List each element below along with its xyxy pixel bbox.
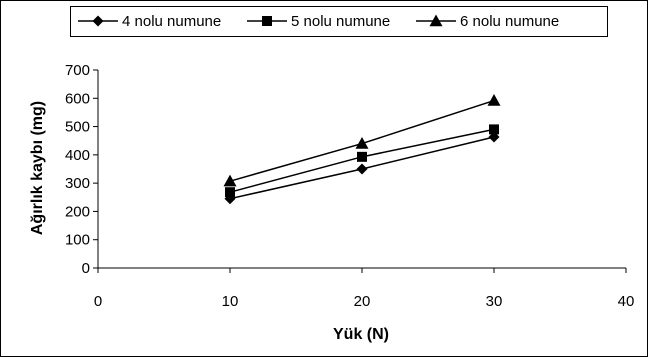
series-2 xyxy=(225,124,499,198)
data-point-triangle xyxy=(355,137,369,149)
y-tick-label: 700 xyxy=(65,62,90,79)
x-axis-title: Yük (N) xyxy=(333,326,389,343)
legend-label: 4 nolu numune xyxy=(122,13,221,30)
legend-items: 4 nolu numune 5 nolu numune 6 nolu numune xyxy=(78,13,559,30)
legend-marker-triangle xyxy=(429,14,443,27)
legend-item-1: 4 nolu numune xyxy=(78,13,221,30)
y-tick-label: 100 xyxy=(65,232,90,249)
x-tick-label: 40 xyxy=(618,293,635,310)
x-tick-label: 20 xyxy=(354,293,371,310)
legend-box xyxy=(70,6,608,37)
y-tick-label: 400 xyxy=(65,147,90,164)
legend: 4 nolu numune 5 nolu numune 6 nolu numune xyxy=(70,6,608,37)
data-point-diamond xyxy=(356,163,368,175)
legend-label: 6 nolu numune xyxy=(460,13,559,30)
y-tick-label: 600 xyxy=(65,90,90,107)
y-tick-label: 0 xyxy=(82,260,90,277)
legend-item-2: 5 nolu numune xyxy=(247,13,390,30)
y-axis-title: Ağırlık kaybı (mg) xyxy=(29,101,46,235)
data-point-square xyxy=(489,124,499,135)
series-layer xyxy=(223,94,501,205)
x-tick-label: 0 xyxy=(94,293,102,310)
data-point-square xyxy=(357,151,367,162)
legend-marker-square xyxy=(262,16,272,26)
y-tick-label: 500 xyxy=(65,119,90,136)
y-tick-label: 300 xyxy=(65,175,90,192)
legend-item-3: 6 nolu numune xyxy=(416,13,559,30)
legend-marker-diamond xyxy=(92,15,104,27)
data-point-square xyxy=(225,187,235,198)
y-tick-label: 200 xyxy=(65,203,90,220)
x-tick-label: 10 xyxy=(222,293,239,310)
series-3 xyxy=(223,94,501,187)
data-point-triangle xyxy=(223,174,237,187)
x-tick-label: 30 xyxy=(486,293,503,310)
legend-label: 5 nolu numune xyxy=(291,13,390,30)
axes: 0 100 200 300 400 500 600 700 0 10 20 30 40 xyxy=(65,62,634,310)
data-point-triangle xyxy=(487,94,501,106)
